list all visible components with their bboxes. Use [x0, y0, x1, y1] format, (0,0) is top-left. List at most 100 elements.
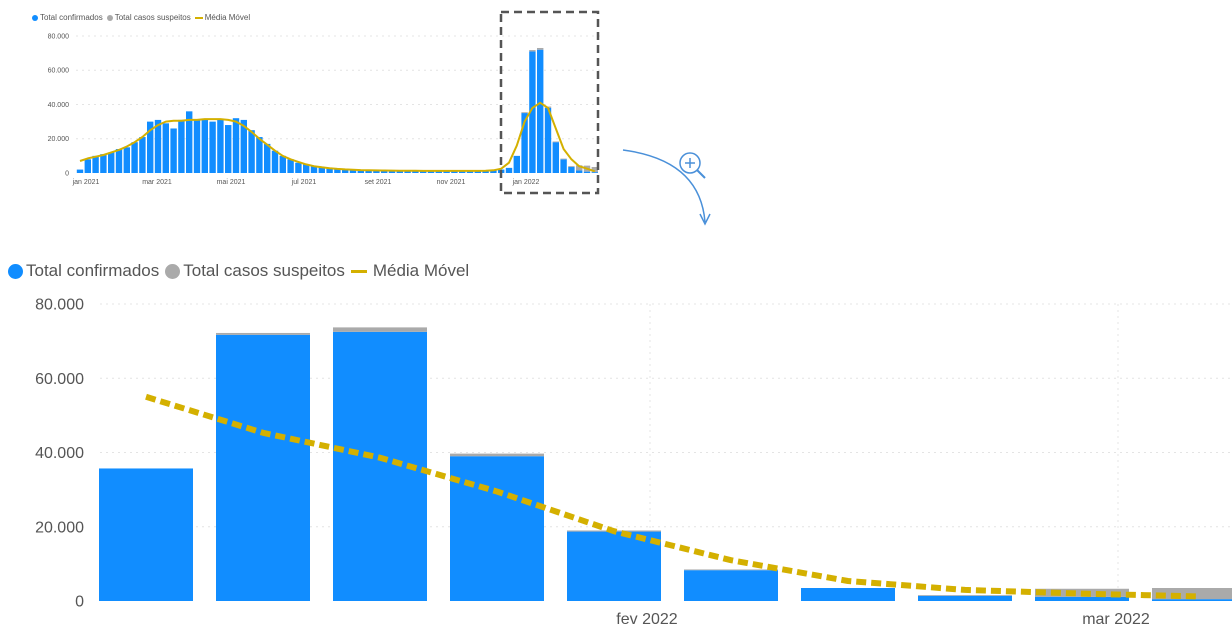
bar-confirmed[interactable] — [271, 150, 279, 173]
legend-item-moving-avg[interactable]: Média Móvel — [194, 13, 250, 22]
bar-confirmed[interactable] — [264, 143, 271, 173]
bar-confirmed[interactable] — [154, 119, 162, 173]
bar-suspected[interactable] — [216, 332, 310, 335]
bar-suspected[interactable] — [560, 158, 567, 160]
bar-confirmed[interactable] — [131, 142, 138, 173]
x-tick-label: nov 2021 — [437, 179, 466, 186]
bar-confirmed[interactable] — [513, 155, 520, 173]
bar-confirmed[interactable] — [443, 171, 450, 173]
legend-item-confirmed[interactable]: Total confirmados — [8, 261, 159, 281]
bar-confirmed[interactable] — [529, 51, 536, 173]
bar-confirmed[interactable] — [100, 154, 107, 173]
bar-confirmed[interactable] — [381, 170, 388, 173]
bar-confirmed[interactable] — [287, 159, 294, 173]
bar-confirmed[interactable] — [474, 170, 481, 173]
bar-suspected[interactable] — [591, 167, 598, 173]
bar-suspected[interactable] — [537, 47, 544, 50]
bar-confirmed[interactable] — [99, 468, 193, 601]
bar-confirmed[interactable] — [92, 155, 99, 173]
bar-confirmed[interactable] — [521, 113, 528, 173]
bar-confirmed[interactable] — [459, 171, 466, 173]
bar-suspected[interactable] — [521, 112, 528, 114]
bar-confirmed[interactable] — [349, 169, 357, 173]
bar-confirmed[interactable] — [123, 147, 130, 173]
bar-confirmed[interactable] — [232, 118, 240, 173]
bar-confirmed[interactable] — [217, 119, 224, 173]
moving-average-line[interactable] — [145, 393, 1200, 600]
bar-confirmed[interactable] — [450, 456, 544, 601]
bar-confirmed[interactable] — [451, 171, 458, 173]
bar-confirmed[interactable] — [412, 170, 419, 173]
bar-suspected[interactable] — [568, 166, 575, 168]
moving-average-line[interactable] — [79, 101, 596, 173]
bar-confirmed[interactable] — [201, 119, 208, 173]
bar-suspected[interactable] — [576, 165, 583, 171]
bar-confirmed[interactable] — [193, 119, 201, 173]
bar-confirmed[interactable] — [427, 170, 435, 173]
bar-confirmed[interactable] — [1152, 599, 1232, 601]
bar-confirmed[interactable] — [108, 152, 115, 173]
bar-confirmed[interactable] — [139, 137, 146, 173]
bar-confirmed[interactable] — [357, 169, 364, 173]
bar-confirmed[interactable] — [684, 570, 778, 601]
bar-confirmed[interactable] — [373, 170, 380, 173]
bar-confirmed[interactable] — [318, 167, 325, 173]
bar-confirmed[interactable] — [209, 121, 216, 173]
bar-confirmed[interactable] — [342, 169, 349, 173]
bar-suspected[interactable] — [333, 327, 427, 332]
bar-confirmed[interactable] — [84, 159, 91, 173]
bar-confirmed[interactable] — [295, 162, 302, 173]
bar-confirmed[interactable] — [216, 334, 310, 601]
bar-confirmed[interactable] — [537, 49, 544, 174]
bar-confirmed[interactable] — [256, 137, 263, 173]
bar-confirmed[interactable] — [505, 167, 513, 173]
bar-confirmed[interactable] — [568, 167, 575, 173]
bar-confirmed[interactable] — [466, 170, 474, 173]
bar-confirmed[interactable] — [225, 125, 232, 173]
bar-confirmed[interactable] — [482, 170, 489, 173]
bar-confirmed[interactable] — [567, 531, 661, 601]
bar-confirmed[interactable] — [303, 164, 310, 173]
bar-confirmed[interactable] — [404, 170, 411, 173]
bar-confirmed[interactable] — [1035, 596, 1129, 601]
bar-confirmed[interactable] — [115, 149, 123, 173]
bar-confirmed[interactable] — [248, 130, 255, 173]
bar-confirmed[interactable] — [544, 107, 552, 173]
bar-confirmed[interactable] — [334, 168, 341, 173]
bar-confirmed[interactable] — [279, 155, 286, 173]
bar-suspected[interactable] — [529, 50, 536, 52]
bar-confirmed[interactable] — [560, 159, 567, 173]
bar-confirmed[interactable] — [310, 166, 318, 173]
legend-item-confirmed[interactable]: Total confirmados — [32, 13, 103, 22]
bar-confirmed[interactable] — [490, 170, 497, 173]
bar-confirmed[interactable] — [365, 170, 372, 173]
bar-confirmed[interactable] — [396, 170, 403, 173]
bar-suspected[interactable] — [552, 141, 559, 143]
bar-confirmed[interactable] — [186, 111, 193, 173]
bar-confirmed[interactable] — [162, 123, 169, 173]
bar-confirmed[interactable] — [591, 172, 598, 173]
bar-confirmed[interactable] — [178, 119, 185, 173]
bar-confirmed[interactable] — [388, 170, 396, 173]
bar-confirmed[interactable] — [76, 169, 84, 173]
bar-confirmed[interactable] — [918, 595, 1012, 601]
legend-item-suspected[interactable]: Total casos suspeitos — [165, 261, 345, 281]
legend-item-suspected[interactable]: Total casos suspeitos — [106, 13, 191, 22]
bar-confirmed[interactable] — [552, 142, 559, 173]
bar-suspected[interactable] — [684, 569, 778, 571]
bar-confirmed[interactable] — [435, 170, 442, 173]
bar-confirmed[interactable] — [801, 588, 895, 601]
bar-confirmed[interactable] — [326, 167, 333, 173]
bar-confirmed[interactable] — [170, 128, 177, 173]
bar-suspected[interactable] — [918, 595, 1012, 596]
bar-confirmed[interactable] — [420, 170, 427, 173]
bar-confirmed[interactable] — [147, 121, 154, 173]
bar-confirmed[interactable] — [576, 170, 583, 173]
bar-confirmed[interactable] — [240, 119, 247, 173]
bar-confirmed[interactable] — [583, 171, 591, 173]
zoomed-chart: 80.000 60.000 40.000 20.000 0 fev 2022 mar 202… — [35, 297, 1232, 625]
bar-suspected[interactable] — [450, 453, 544, 457]
legend-item-moving-avg[interactable]: Média Móvel — [350, 261, 469, 281]
